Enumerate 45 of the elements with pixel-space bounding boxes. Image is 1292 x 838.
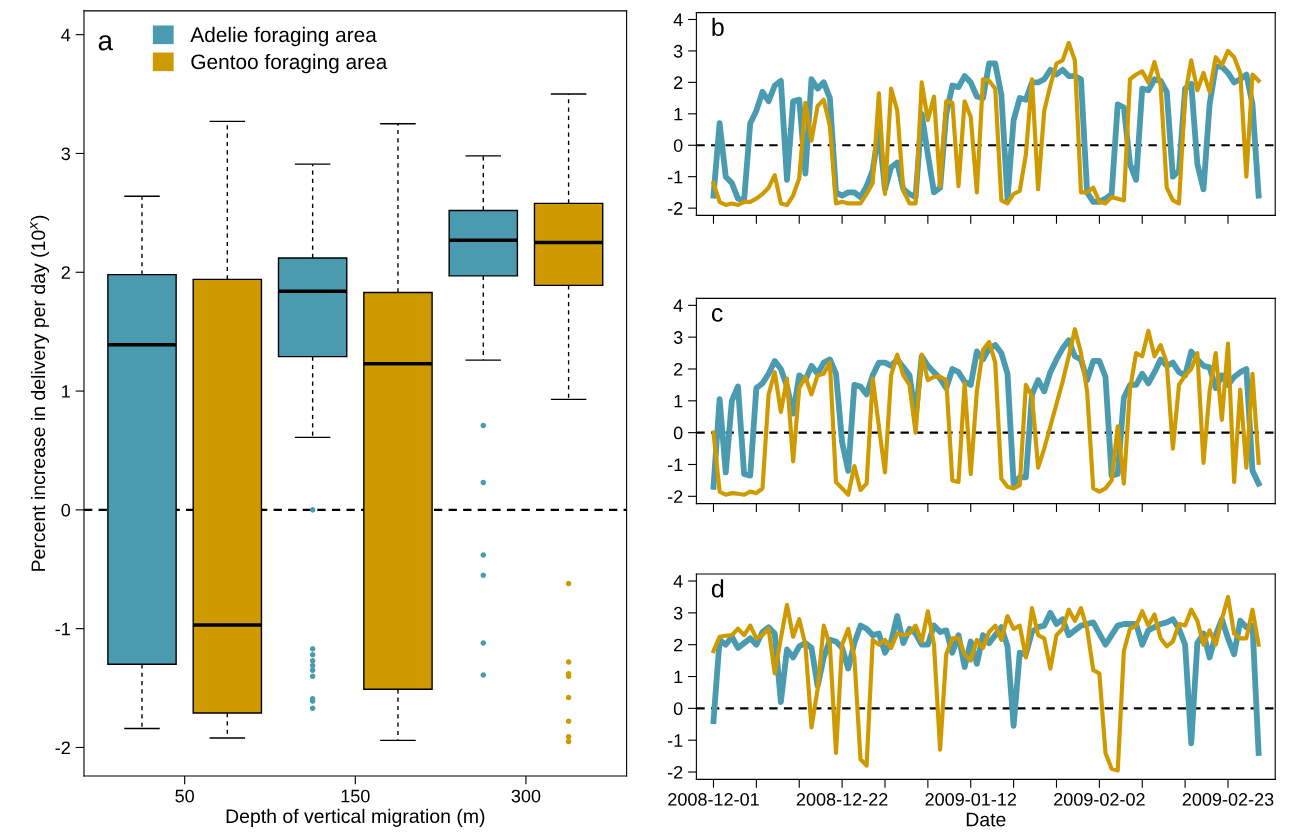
y-tick-label: -1 [55,622,70,636]
text: a [98,35,113,51]
y-tick-label: 0 [673,139,683,152]
y-tick-label: 0 [673,702,683,716]
y-tick-label: 1 [674,394,683,408]
y-tick-label: 2 [61,266,70,279]
x-tick-label: 300 [511,789,541,803]
y-tick-label: 4 [673,13,683,27]
y-tick-label: 2 [674,76,683,89]
x-tick-label: 2009-01-12 [925,793,1017,806]
y-tick-label: 2 [674,362,683,376]
y-tick-label: 0 [673,426,683,440]
y-tick-label: -1 [667,734,683,747]
y-tick-label: 4 [673,299,683,312]
y-tick-label: 1 [674,107,683,121]
y-tick-label: -1 [667,458,683,472]
y-tick-label: 1 [674,670,683,684]
legend-label: Adelie foraging area [190,26,377,47]
chart-title: b [712,17,724,36]
y-tick-label: 2 [674,638,683,652]
y-tick-label: -1 [667,170,683,184]
y-tick-label: 3 [673,331,683,344]
y-tick-label: 3 [673,44,683,58]
y-tick-label: -2 [667,202,683,215]
y-tick-label: -2 [667,765,683,779]
chart-title: c [711,308,723,322]
x-tick-label: 2008-12-01 [668,793,759,806]
y-tick-label: 3 [61,147,70,161]
x-tick-label: 50 [175,789,194,803]
y-tick-label: 4 [673,575,683,588]
x-tick-label: 2009-02-23 [1182,793,1274,806]
y-tick-label: 1 [62,385,70,398]
y-tick-label: 4 [61,28,71,42]
x-tick-label: 150 [341,789,370,803]
x-axis-title: Date [966,812,1006,827]
y-tick-label: 3 [673,606,683,620]
y-tick-label: 0 [61,503,71,517]
y-tick-label: -2 [667,490,683,503]
chart-title: d [711,579,724,598]
legend-label: Gentoo foraging area [191,53,388,74]
x-tick-label: 2009-02-02 [1054,793,1145,806]
y-tick-label: -2 [55,741,70,755]
x-tick-label: 2008-12-22 [796,793,888,806]
y-axis-title: Percent increase in delivery per day (10$^{x}$) [30,215,50,571]
x-axis-title: Depth of vertical migration (m) [226,808,485,827]
